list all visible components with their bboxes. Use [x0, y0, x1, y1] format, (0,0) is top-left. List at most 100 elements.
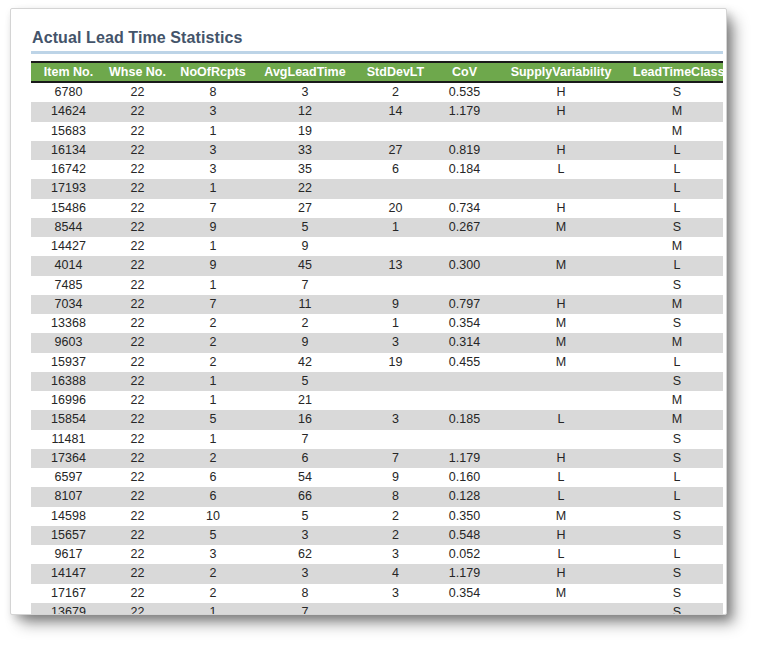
table-cell[interactable]: 3 [169, 160, 257, 179]
table-cell[interactable]: 0.267 [438, 218, 491, 237]
table-cell[interactable]: 3 [169, 545, 257, 564]
table-cell[interactable]: 22 [106, 353, 169, 372]
table-cell[interactable]: L [491, 487, 631, 506]
table-cell[interactable]: 0.819 [438, 141, 491, 160]
table-cell[interactable]: L [631, 160, 723, 179]
table-cell[interactable]: 6 [169, 468, 257, 487]
table-cell[interactable] [491, 276, 631, 295]
column-header-noofrcpts[interactable]: NoOfRcpts [169, 62, 257, 82]
table-cell[interactable] [491, 603, 631, 615]
table-cell[interactable]: 2 [169, 333, 257, 352]
table-cell[interactable]: 3 [353, 333, 438, 352]
table-cell[interactable]: 15486 [31, 199, 106, 218]
table-cell[interactable]: 22 [106, 295, 169, 314]
table-cell[interactable]: 7 [353, 449, 438, 468]
table-cell[interactable]: 9 [353, 468, 438, 487]
table-cell[interactable]: 22 [106, 410, 169, 429]
table-cell[interactable] [438, 237, 491, 256]
table-cell[interactable]: 4014 [31, 256, 106, 275]
table-cell[interactable]: S [631, 314, 723, 333]
table-cell[interactable]: M [491, 314, 631, 333]
table-cell[interactable] [491, 372, 631, 391]
table-cell[interactable]: 2 [169, 584, 257, 603]
column-header-cov[interactable]: CoV [438, 62, 491, 82]
table-cell[interactable]: 15683 [31, 122, 106, 141]
table-cell[interactable] [438, 372, 491, 391]
table-cell[interactable]: 0.734 [438, 199, 491, 218]
table-cell[interactable]: 7 [257, 603, 353, 615]
table-cell[interactable]: S [631, 507, 723, 526]
table-cell[interactable]: 6780 [31, 82, 106, 102]
table-cell[interactable]: 42 [257, 353, 353, 372]
table-cell[interactable]: H [491, 82, 631, 102]
table-cell[interactable]: 0.455 [438, 353, 491, 372]
table-cell[interactable]: 0.354 [438, 584, 491, 603]
table-cell[interactable]: 5 [257, 507, 353, 526]
table-cell[interactable]: S [631, 218, 723, 237]
table-cell[interactable]: 9617 [31, 545, 106, 564]
table-cell[interactable] [353, 603, 438, 615]
table-cell[interactable]: L [631, 487, 723, 506]
table-cell[interactable]: 0.128 [438, 487, 491, 506]
table-cell[interactable]: M [631, 102, 723, 121]
table-cell[interactable]: 1 [169, 276, 257, 295]
table-cell[interactable]: 1 [353, 314, 438, 333]
table-cell[interactable] [353, 391, 438, 410]
table-cell[interactable]: 16 [257, 410, 353, 429]
table-cell[interactable]: 27 [353, 141, 438, 160]
table-cell[interactable]: L [491, 160, 631, 179]
table-cell[interactable]: 1 [169, 179, 257, 198]
table-cell[interactable]: 35 [257, 160, 353, 179]
table-cell[interactable]: 5 [169, 526, 257, 545]
table-cell[interactable]: 5 [257, 372, 353, 391]
column-header-whse-no[interactable]: Whse No. [106, 62, 169, 82]
table-cell[interactable]: 22 [106, 102, 169, 121]
table-cell[interactable]: 22 [106, 545, 169, 564]
table-cell[interactable]: L [491, 468, 631, 487]
table-cell[interactable]: S [631, 276, 723, 295]
table-cell[interactable]: S [631, 449, 723, 468]
table-cell[interactable]: 33 [257, 141, 353, 160]
table-cell[interactable]: 22 [106, 584, 169, 603]
table-cell[interactable]: 3 [353, 545, 438, 564]
table-cell[interactable]: M [631, 237, 723, 256]
table-cell[interactable]: 7 [169, 199, 257, 218]
table-cell[interactable]: 0.314 [438, 333, 491, 352]
table-cell[interactable]: 22 [106, 526, 169, 545]
table-cell[interactable]: 3 [169, 102, 257, 121]
table-cell[interactable]: 0.185 [438, 410, 491, 429]
table-cell[interactable] [438, 276, 491, 295]
table-cell[interactable]: 22 [106, 603, 169, 615]
table-cell[interactable]: 3 [353, 584, 438, 603]
table-cell[interactable]: M [631, 410, 723, 429]
table-cell[interactable]: 16996 [31, 391, 106, 410]
table-cell[interactable]: 9603 [31, 333, 106, 352]
table-cell[interactable]: 8 [353, 487, 438, 506]
table-cell[interactable]: L [631, 141, 723, 160]
table-cell[interactable]: L [631, 353, 723, 372]
table-cell[interactable]: 22 [106, 333, 169, 352]
table-cell[interactable]: 1 [169, 603, 257, 615]
table-cell[interactable]: 6 [257, 449, 353, 468]
table-cell[interactable]: 9 [257, 237, 353, 256]
table-cell[interactable] [353, 179, 438, 198]
table-cell[interactable]: 2 [353, 507, 438, 526]
table-cell[interactable]: S [631, 82, 723, 102]
table-cell[interactable]: 22 [106, 199, 169, 218]
table-cell[interactable]: H [491, 526, 631, 545]
table-cell[interactable]: 1.179 [438, 564, 491, 583]
table-cell[interactable]: H [491, 199, 631, 218]
table-cell[interactable]: 11481 [31, 430, 106, 449]
table-cell[interactable] [438, 391, 491, 410]
table-cell[interactable]: 0.548 [438, 526, 491, 545]
table-cell[interactable]: S [631, 584, 723, 603]
table-cell[interactable]: M [631, 295, 723, 314]
table-cell[interactable]: 14427 [31, 237, 106, 256]
table-cell[interactable]: L [491, 545, 631, 564]
table-cell[interactable]: 17364 [31, 449, 106, 468]
table-cell[interactable]: 14 [353, 102, 438, 121]
table-cell[interactable]: 15854 [31, 410, 106, 429]
table-cell[interactable]: M [631, 333, 723, 352]
table-cell[interactable]: 22 [106, 507, 169, 526]
table-cell[interactable]: M [631, 122, 723, 141]
